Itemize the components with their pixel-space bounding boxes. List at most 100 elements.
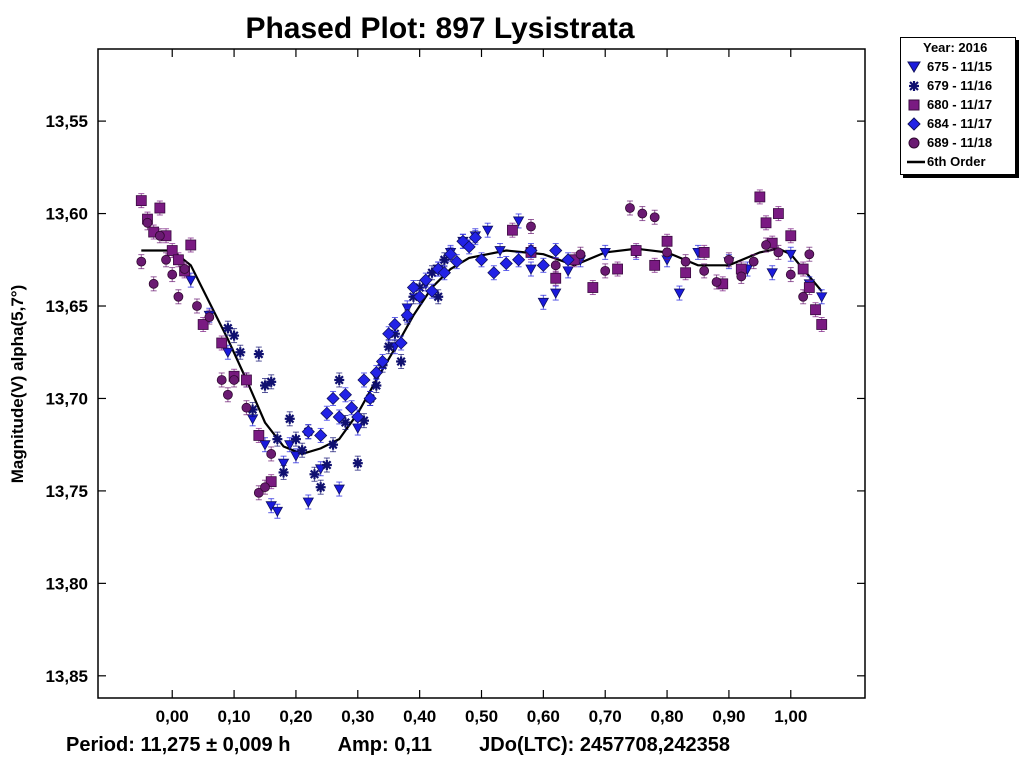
data-point-asterisk (315, 479, 326, 495)
data-point-diamond (345, 400, 359, 416)
data-point-circle (736, 268, 747, 284)
data-point-circle (204, 309, 215, 325)
period-text: Period: 11,275 ± 0,009 h (66, 734, 291, 756)
data-point-circle (575, 246, 586, 262)
data-point-square (649, 257, 661, 273)
data-point-triangle-down (599, 244, 611, 260)
data-point-diamond (332, 409, 346, 425)
data-point-circle (637, 206, 648, 222)
data-point-square (173, 252, 184, 268)
data-point-square (253, 427, 265, 443)
data-point-circle (550, 257, 561, 273)
data-point-asterisk (266, 374, 277, 390)
data-point-circle (649, 209, 660, 225)
data-point-square (773, 206, 784, 222)
data-point-triangle-down (302, 494, 314, 510)
amplitude-text: Amp: 0,11 (337, 734, 433, 756)
data-point-triangle-down (265, 498, 277, 514)
data-point-asterisk (328, 437, 339, 453)
y-tick-label: 13,85 (45, 667, 88, 686)
data-point-square (797, 261, 809, 277)
data-point-square (630, 243, 642, 259)
plot-frame (97, 48, 866, 699)
data-point-diamond (487, 265, 501, 281)
x-tick-label: 0,00 (156, 707, 189, 726)
data-point-diamond (419, 272, 433, 288)
data-point-square (754, 189, 766, 205)
triangle-marker-icon (907, 61, 921, 73)
data-point-diamond (394, 335, 408, 351)
data-point-asterisk (272, 431, 283, 447)
data-point-diamond (357, 372, 371, 388)
data-point-square (612, 261, 623, 277)
data-point-diamond (561, 252, 575, 268)
data-point-circle (229, 372, 239, 388)
data-point-diamond (400, 307, 414, 323)
data-point-diamond (301, 424, 315, 440)
data-point-circle (724, 252, 734, 268)
data-point-square (785, 228, 797, 244)
legend-title: Year: 2016 (923, 40, 988, 55)
data-point-diamond (512, 252, 526, 268)
data-point-circle (167, 267, 178, 283)
data-point-asterisk (284, 411, 295, 427)
data-point-triangle-down (816, 289, 828, 305)
data-point-asterisk (396, 353, 407, 369)
data-point-square (803, 280, 815, 296)
data-point-asterisk (229, 328, 240, 344)
footer-stats: Period: 11,275 ± 0,009 h Amp: 0,11 JDo(L… (66, 734, 730, 757)
data-point-square (185, 237, 197, 253)
data-point-square (241, 372, 252, 388)
data-point-circle (136, 254, 147, 270)
data-point-triangle-down (673, 285, 686, 301)
data-point-circle (625, 200, 635, 216)
legend-label: 675 - 11/15 (927, 59, 993, 74)
data-point-circle (662, 244, 672, 260)
data-point-diamond (549, 243, 563, 259)
data-point-circle (526, 219, 536, 235)
data-point-asterisk (371, 378, 382, 394)
data-point-square (810, 302, 821, 318)
data-point-circle (192, 298, 202, 314)
y-tick-label: 13,80 (45, 574, 88, 593)
data-point-triangle-down (482, 222, 494, 238)
data-point-diamond (369, 365, 383, 381)
data-point-square (154, 200, 166, 216)
data-point-asterisk (278, 464, 289, 480)
data-point-triangle-down (271, 503, 284, 519)
data-point-diamond (450, 254, 464, 270)
data-point-diamond (375, 353, 390, 369)
legend-item-fit: 6th Order (903, 153, 1013, 171)
data-point-circle (680, 254, 691, 270)
data-point-circle (142, 215, 153, 231)
data-point-square (507, 222, 518, 238)
data-point-asterisk (290, 431, 301, 447)
x-tick-label: 0,90 (712, 707, 745, 726)
y-tick-label: 13,55 (45, 112, 88, 131)
data-point-diamond (388, 317, 402, 333)
legend-item-675: 675 - 11/15 (903, 58, 1013, 76)
data-point-diamond (468, 230, 482, 246)
data-point-circle (773, 244, 784, 260)
data-point-triangle-down (766, 265, 778, 281)
x-tick-label: 0,60 (527, 707, 560, 726)
legend: Year: 2016 675 - 11/15 679 - 11/16 680 -… (900, 37, 1016, 175)
legend-label: 689 - 11/18 (927, 135, 993, 150)
data-point-square (216, 335, 228, 351)
data-point-circle (241, 400, 252, 416)
data-point-diamond (413, 289, 427, 305)
data-point-triangle-down (512, 213, 525, 229)
data-point-diamond (314, 427, 328, 443)
legend-item-680: 680 - 11/17 (903, 96, 1013, 114)
y-tick-label: 13,70 (45, 389, 88, 408)
data-point-diamond (338, 387, 352, 403)
data-point-asterisk (439, 252, 450, 268)
data-point-triangle-down (525, 261, 537, 277)
data-point-circle (253, 485, 264, 501)
line-marker-icon (907, 160, 925, 164)
data-point-circle (699, 263, 710, 279)
data-point-asterisk (309, 466, 320, 482)
data-point-circle (179, 261, 190, 277)
data-point-square (550, 270, 562, 286)
y-tick-label: 13,65 (45, 297, 88, 316)
